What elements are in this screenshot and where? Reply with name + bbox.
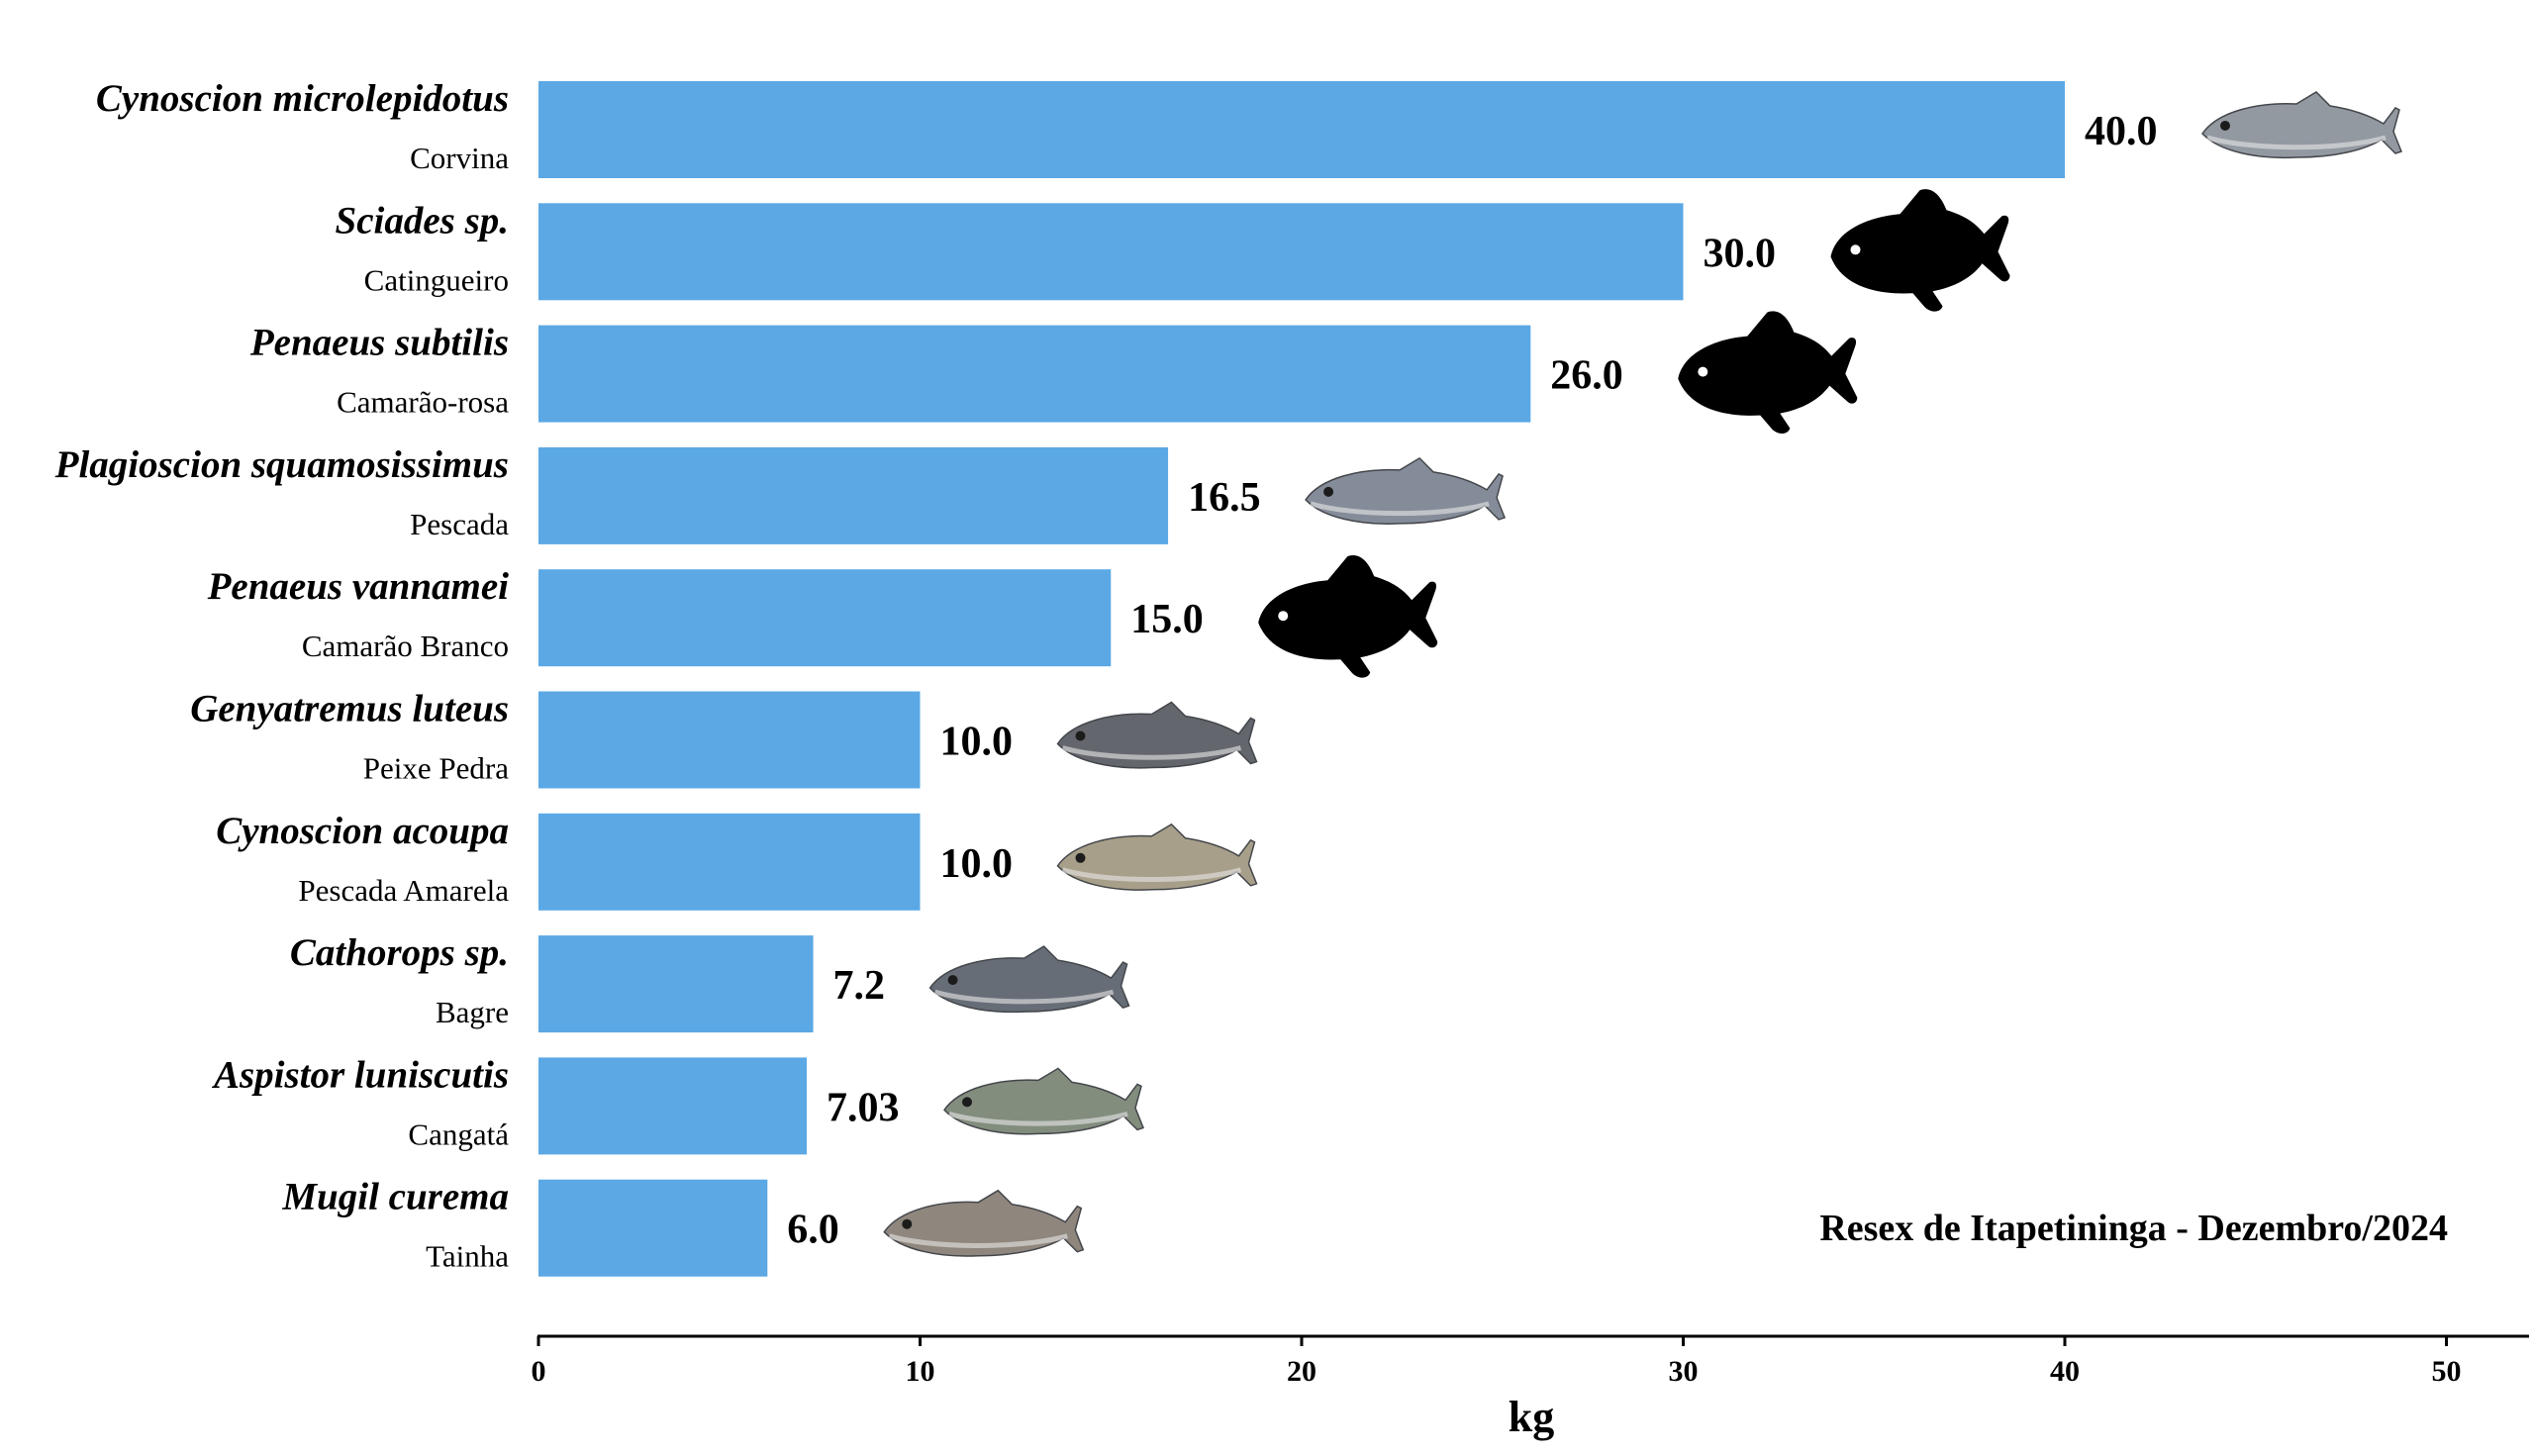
bar-8 <box>538 935 814 1033</box>
x-tick-label: 20 <box>1287 1355 1316 1388</box>
bar-2 <box>538 203 1684 301</box>
bar-6 <box>538 691 921 789</box>
photo-fish-pescada-amarela <box>1056 823 1258 891</box>
x-tick-label: 40 <box>2050 1355 2080 1388</box>
common-name-label: Peixe Pedra <box>363 751 509 786</box>
bar-5 <box>538 569 1112 667</box>
value-label: 15.0 <box>1130 597 1204 642</box>
bar-10 <box>538 1179 768 1277</box>
scientific-name-label: Penaeus vannamei <box>207 565 510 608</box>
common-name-label: Tainha <box>426 1239 509 1274</box>
photo-fish-tainha <box>883 1189 1085 1257</box>
value-labels: 40.0 30.0 26.0 16.5 15.0 10.0 10.0 7.2 7.03 6.0 <box>787 109 2157 1253</box>
value-label: 26.0 <box>1550 353 1623 399</box>
value-label: 7.2 <box>833 963 886 1009</box>
scientific-name-label: Cathorops sp. <box>290 931 509 974</box>
photo-fish-peixe-pedra <box>1056 701 1258 769</box>
value-label: 10.0 <box>940 841 1014 887</box>
bar-1 <box>538 81 2065 178</box>
chart-annotation: Resex de Itapetininga - Dezembro/2024 <box>1819 1208 2448 1249</box>
scientific-name-label: Penaeus subtilis <box>249 322 509 364</box>
scientific-name-label: Plagioscion squamosissimus <box>54 443 509 486</box>
scientific-name-label: Sciades sp. <box>336 199 510 242</box>
common-name-label: Bagre <box>436 995 509 1029</box>
scientific-name-label: Cynoscion microlepidotus <box>96 77 509 120</box>
value-label: 40.0 <box>2085 109 2158 154</box>
common-name-label: Corvina <box>410 141 509 175</box>
x-axis: 0 10 20 30 40 50 kg <box>532 1334 2529 1441</box>
photo-fish-cangata <box>943 1067 1144 1135</box>
value-label: 16.5 <box>1188 475 1261 521</box>
value-label: 7.03 <box>827 1085 900 1130</box>
value-label: 10.0 <box>940 720 1014 765</box>
x-axis-label: kg <box>1509 1393 1554 1441</box>
common-name-label: Cangatá <box>408 1116 509 1151</box>
photo-fish-bagre <box>928 945 1130 1014</box>
x-tick-label: 0 <box>532 1355 546 1388</box>
category-labels: Cynoscion microlepidotus Corvina Sciades s… <box>54 77 510 1274</box>
common-name-label: Camarão-rosa <box>337 385 509 420</box>
scientific-name-label: Genyatremus luteus <box>190 688 509 730</box>
photo-fish-pescada <box>1305 456 1507 525</box>
fish-silhouette-icon <box>1258 555 1438 678</box>
value-label: 30.0 <box>1704 231 1777 276</box>
scientific-name-label: Aspistor luniscutis <box>211 1053 509 1096</box>
common-name-label: Pescada Amarela <box>298 873 509 908</box>
x-tick-label: 50 <box>2432 1355 2462 1388</box>
bars-group <box>538 81 2065 1277</box>
common-name-label: Pescada <box>410 507 509 541</box>
common-name-label: Catingueiro <box>364 262 509 297</box>
fish-silhouette-icon <box>1830 189 2010 312</box>
bar-3 <box>538 325 1531 423</box>
scientific-name-label: Mugil curema <box>281 1176 509 1218</box>
value-label: 6.0 <box>787 1208 839 1253</box>
fish-icons <box>883 91 2402 1257</box>
x-axis-ticks: 0 10 20 30 40 50 <box>532 1336 2462 1388</box>
x-tick-label: 10 <box>906 1355 935 1388</box>
scientific-name-label: Cynoscion acoupa <box>216 810 509 852</box>
common-name-label: Camarão Branco <box>302 629 509 663</box>
bar-7 <box>538 813 921 911</box>
photo-fish-grey-corvina <box>2201 91 2402 159</box>
bar-4 <box>538 446 1169 544</box>
fish-silhouette-icon <box>1678 311 1858 434</box>
bar-9 <box>538 1057 808 1155</box>
x-tick-label: 30 <box>1669 1355 1699 1388</box>
